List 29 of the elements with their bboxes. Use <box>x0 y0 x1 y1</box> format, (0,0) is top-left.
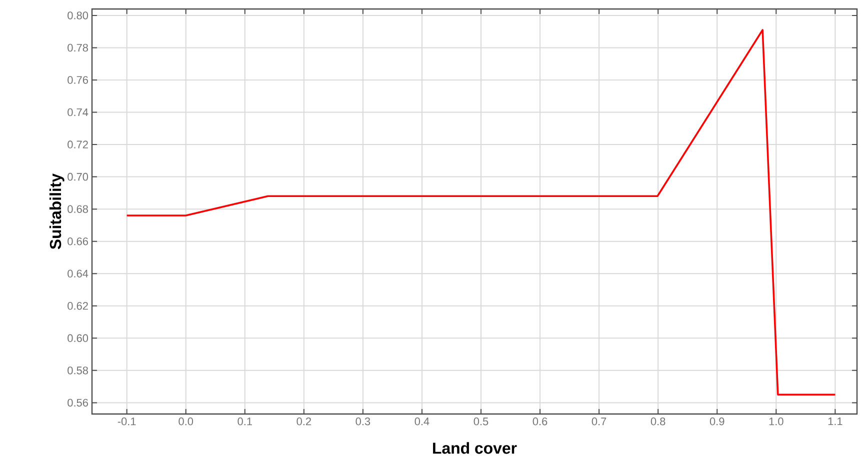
y-tick-label: 0.72 <box>68 140 88 148</box>
x-tick-label: 0.2 <box>296 418 311 426</box>
x-tick-label: 0.8 <box>650 418 666 426</box>
line-series <box>126 29 836 396</box>
x-tick-label: 0.9 <box>710 418 724 426</box>
y-tick-label: 0.62 <box>68 302 88 310</box>
y-tick-label: 0.66 <box>68 237 88 246</box>
y-tick-label: 0.68 <box>68 205 88 213</box>
y-axis-title: Suitability <box>49 173 64 250</box>
y-tick-label: 0.76 <box>68 76 88 84</box>
x-tick-label: 0.5 <box>474 418 488 426</box>
x-tick-label: 0.0 <box>178 418 194 426</box>
x-axis-title: Land cover <box>433 442 517 454</box>
y-tick-label: 0.70 <box>68 172 88 181</box>
x-tick-label: 0.7 <box>592 418 606 426</box>
y-tick-label: 0.60 <box>68 334 88 342</box>
x-tick-label: -0.1 <box>118 418 136 426</box>
y-tick-label: 0.74 <box>68 108 88 116</box>
x-tick-label: 1.0 <box>769 418 784 426</box>
y-tick-label: 0.58 <box>68 366 88 374</box>
y-tick-label: 0.78 <box>68 44 88 52</box>
x-tick-label: 0.4 <box>414 418 430 426</box>
y-tick-label: 0.56 <box>68 398 88 407</box>
y-tick-label: 0.80 <box>68 12 88 20</box>
x-tick-label: 1.1 <box>828 418 842 426</box>
x-tick-label: 0.1 <box>238 418 252 426</box>
x-tick-label: 0.6 <box>532 418 548 426</box>
y-tick-label: 0.64 <box>68 270 88 278</box>
x-tick-label: 0.3 <box>356 418 370 426</box>
